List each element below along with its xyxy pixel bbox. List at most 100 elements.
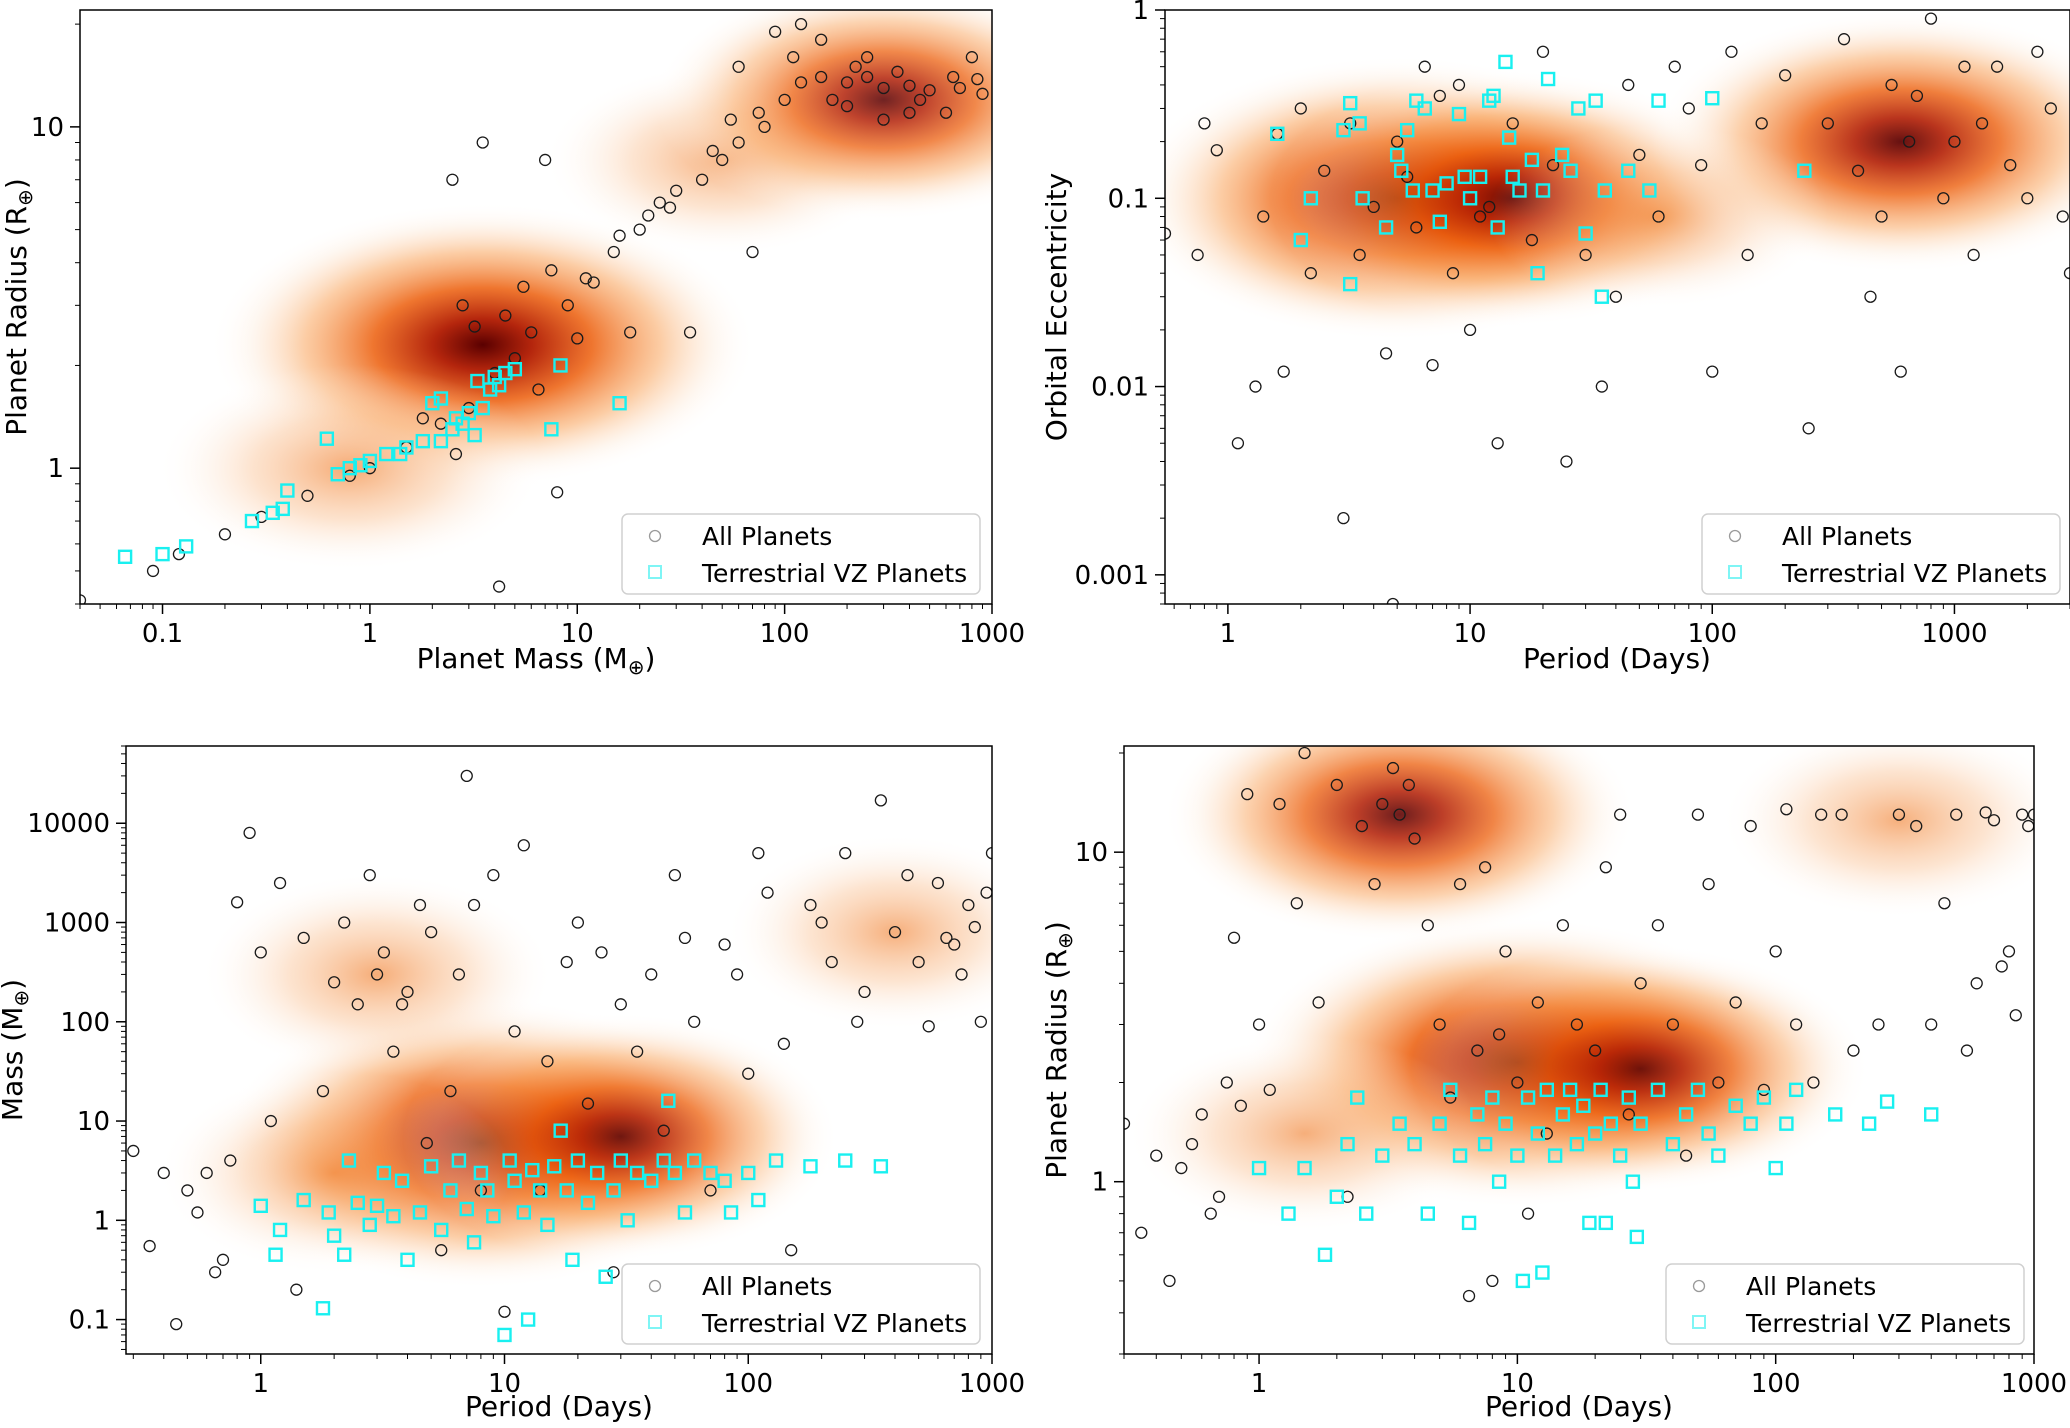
legend-label-all: All Planets <box>702 522 832 551</box>
point-all-planets <box>244 827 255 838</box>
x-axis-label: Planet Mass (M⊕) <box>417 642 656 679</box>
point-all-planets <box>1971 978 1982 989</box>
x-axis-label: Period (Days) <box>1485 1390 1673 1423</box>
point-terrestrial-vz <box>1463 1217 1475 1229</box>
point-all-planets <box>1865 291 1876 302</box>
point-terrestrial-vz <box>119 551 131 563</box>
x-tick-label: 1000 <box>2001 1369 2067 1399</box>
point-all-planets <box>1961 1045 1972 1056</box>
point-all-planets <box>1703 879 1714 890</box>
point-all-planets <box>1596 381 1607 392</box>
y-axis-label: Orbital Eccentricity <box>1040 173 1073 441</box>
point-terrestrial-vz <box>317 1302 329 1314</box>
point-all-planets <box>778 1038 789 1049</box>
x-tick-label: 100 <box>1751 1369 1801 1399</box>
point-terrestrial-vz <box>1517 1275 1529 1287</box>
x-tick-label: 1000 <box>959 1369 1025 1399</box>
point-all-planets <box>499 1306 510 1317</box>
density-peak <box>200 872 553 1076</box>
legend-label-vz: Terrestrial VZ Planets <box>701 559 967 588</box>
y-axis-label: Mass (M⊕) <box>0 979 33 1121</box>
x-tick-label: 0.1 <box>142 619 183 649</box>
point-terrestrial-vz <box>1583 1217 1595 1229</box>
y-tick-label: 0.1 <box>69 1306 110 1336</box>
legend-label-vz: Terrestrial VZ Planets <box>701 1309 967 1338</box>
point-terrestrial-vz <box>1600 1217 1612 1229</box>
point-terrestrial-vz <box>839 1155 851 1167</box>
x-tick-label: 1000 <box>1921 619 1987 649</box>
density-layer <box>156 0 1113 572</box>
point-all-planets <box>232 897 243 908</box>
point-all-planets <box>1427 360 1438 371</box>
point-all-planets <box>615 999 626 1010</box>
density-peak <box>725 834 1064 1031</box>
point-all-planets <box>1250 381 1261 392</box>
point-terrestrial-vz <box>499 1329 511 1341</box>
y-tick-label: 10 <box>31 113 64 143</box>
x-axis-label: Period (Days) <box>1523 642 1711 675</box>
point-all-planets <box>572 917 583 928</box>
point-terrestrial-vz <box>1863 1118 1875 1130</box>
x-tick-label: 1 <box>1220 619 1237 649</box>
point-all-planets <box>518 840 529 851</box>
legend-label-all: All Planets <box>702 1272 832 1301</box>
x-tick-label: 100 <box>760 619 810 649</box>
point-all-planets <box>1232 438 1243 449</box>
point-terrestrial-vz <box>1536 1267 1548 1279</box>
point-terrestrial-vz <box>1422 1208 1434 1220</box>
point-terrestrial-vz <box>1925 1108 1937 1120</box>
y-tick-label: 1000 <box>44 909 110 939</box>
y-axis-label: Planet Radius (R⊕) <box>1040 921 1077 1179</box>
point-all-planets <box>875 795 886 806</box>
point-all-planets <box>477 137 488 148</box>
legend-label-vz: Terrestrial VZ Planets <box>1745 1309 2011 1338</box>
point-terrestrial-vz <box>522 1314 534 1326</box>
point-all-planets <box>786 1245 797 1256</box>
point-all-planets <box>561 957 572 968</box>
y-tick-label: 10 <box>77 1107 110 1137</box>
x-tick-label: 1000 <box>959 619 1025 649</box>
point-all-planets <box>488 870 499 881</box>
point-all-planets <box>753 848 764 859</box>
legend: All Planets Terrestrial VZ Planets <box>1702 514 2060 594</box>
density-peak <box>1126 1035 1483 1232</box>
legend-label-all: All Planets <box>1782 522 1912 551</box>
point-all-planets <box>552 487 563 498</box>
legend: All Planets Terrestrial VZ Planets <box>622 514 980 594</box>
point-all-planets <box>1338 513 1349 524</box>
point-all-planets <box>1692 809 1703 820</box>
point-all-planets <box>1464 1290 1475 1301</box>
x-axis-label: Period (Days) <box>465 1390 653 1423</box>
legend: All Planets Terrestrial VZ Planets <box>1666 1264 2024 1344</box>
y-tick-label: 1 <box>93 1206 110 1236</box>
density-peak <box>1411 945 1870 1193</box>
point-all-planets <box>1873 1019 1884 1030</box>
point-all-planets <box>148 565 159 576</box>
point-all-planets <box>1707 366 1718 377</box>
y-tick-label: 10 <box>1075 838 1108 868</box>
point-all-planets <box>975 1016 986 1027</box>
point-all-planets <box>1926 1019 1937 1030</box>
x-tick-label: 1 <box>1251 1369 1268 1399</box>
point-terrestrial-vz <box>180 540 192 552</box>
legend-label-all: All Planets <box>1746 1272 1876 1301</box>
x-tick-label: 10 <box>1454 619 1487 649</box>
point-all-planets <box>275 878 286 889</box>
point-all-planets <box>679 932 690 943</box>
point-all-planets <box>1996 961 2007 972</box>
point-all-planets <box>1229 932 1240 943</box>
point-all-planets <box>144 1241 155 1252</box>
point-all-planets <box>1803 423 1814 434</box>
point-terrestrial-vz <box>157 548 169 560</box>
point-all-planets <box>1652 920 1663 931</box>
point-all-planets <box>1164 1275 1175 1286</box>
x-tick-label: 1 <box>252 1369 269 1399</box>
y-axis-label: Planet Radius (R⊕) <box>0 178 37 436</box>
point-terrestrial-vz <box>875 1160 887 1172</box>
point-all-planets <box>1537 46 1548 57</box>
